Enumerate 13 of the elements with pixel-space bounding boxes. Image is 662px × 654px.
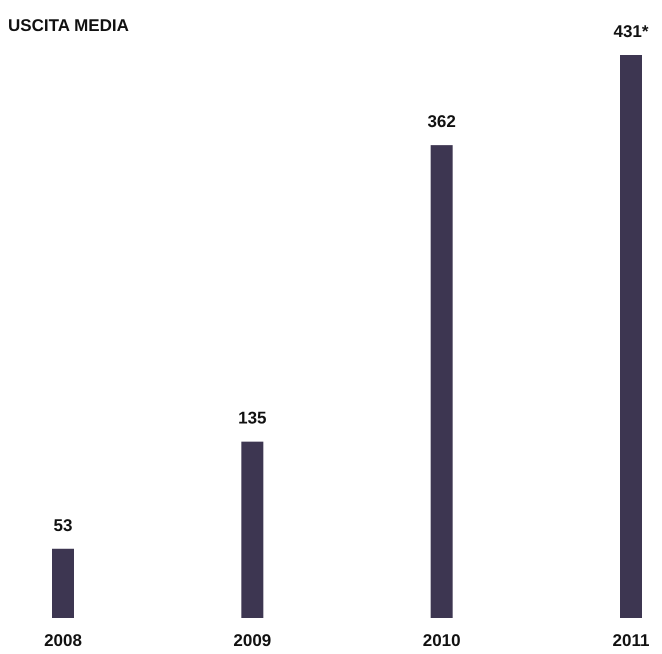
chart-title: USCITA MEDIA (8, 16, 129, 35)
x-tick-label: 2008 (44, 631, 82, 650)
bar (241, 442, 264, 618)
data-label: 53 (54, 516, 72, 535)
data-label: 135 (238, 408, 267, 428)
bar (430, 145, 453, 618)
bar (52, 548, 74, 618)
x-tick-label: 2011 (612, 631, 650, 650)
x-tick-label: 2009 (233, 631, 272, 650)
data-label: 431* (614, 22, 649, 41)
x-tick-label: 2010 (422, 631, 461, 650)
bar (620, 55, 642, 618)
data-label: 362 (427, 112, 456, 132)
